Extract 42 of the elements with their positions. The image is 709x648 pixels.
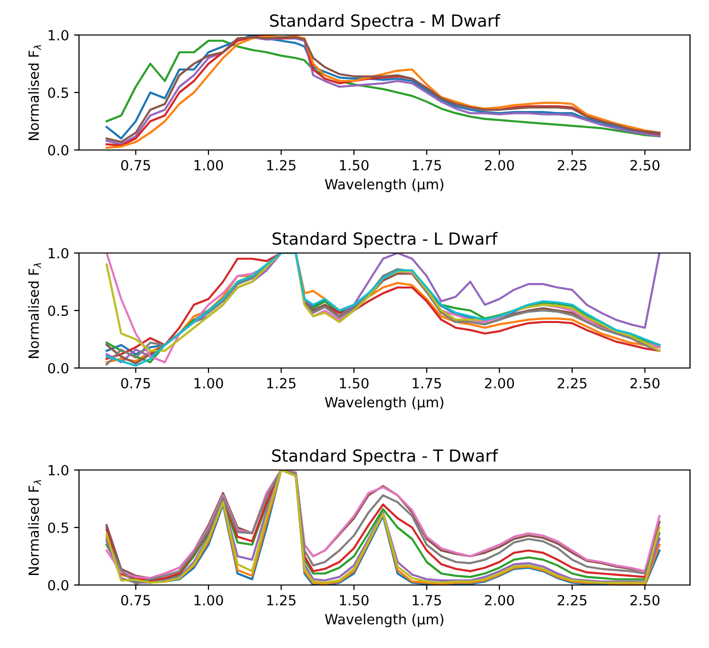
x-axis-title: Wavelength (μm)	[324, 396, 444, 410]
y-tick-label: 1.0	[48, 30, 68, 40]
x-axis-title: Wavelength (μm)	[324, 178, 444, 192]
y-tick-label: 0.5	[48, 305, 68, 316]
x-tick-label: 2.50	[630, 160, 660, 170]
x-tick-label: 1.25	[267, 378, 296, 388]
x-tick-label: 1.00	[194, 594, 224, 606]
x-tick-label: 2.00	[484, 594, 514, 606]
x-tick-label: 1.75	[412, 595, 441, 606]
x-tick-label: 0.75	[121, 160, 150, 170]
chart-title: Standard Spectra - M Dwarf	[270, 14, 500, 30]
chart-title: Standard Spectra - T Dwarf	[272, 449, 498, 466]
chart-title: Standard Spectra - L Dwarf	[272, 232, 498, 248]
x-tick-label: 2.50	[630, 594, 660, 606]
x-tick-label: 1.25	[267, 594, 296, 606]
x-tick-label: 1.50	[340, 378, 368, 388]
y-tick-label: 0.0	[48, 362, 68, 374]
x-tick-label: 2.00	[484, 160, 514, 170]
y-axis-title: Normalised F$_{λ}$	[28, 45, 42, 140]
x-tick-label: 1.50	[340, 594, 368, 606]
x-tick-label: 0.75	[121, 378, 150, 388]
y-tick-label: 1.0	[48, 464, 68, 476]
x-tick-label: 2.00	[484, 378, 514, 388]
x-tick-label: 1.75	[412, 378, 441, 388]
x-tick-label: 2.25	[558, 378, 586, 388]
x-axis-title: Wavelength (μm)	[324, 614, 444, 628]
x-tick-label: 0.75	[121, 594, 150, 606]
x-tick-label: 2.25	[558, 160, 586, 170]
x-tick-label: 2.50	[630, 378, 660, 388]
x-tick-label: 1.00	[194, 378, 224, 388]
y-tick-label: 0.5	[48, 87, 68, 98]
y-axis-title: Normalised F$_{λ}$	[28, 263, 42, 358]
x-tick-label: 2.25	[558, 594, 586, 606]
x-tick-label: 1.50	[340, 160, 368, 170]
y-tick-label: 0.5	[48, 522, 68, 533]
y-tick-label: 0.0	[48, 580, 68, 590]
y-tick-label: 1.0	[48, 248, 68, 258]
y-tick-label: 0.0	[48, 144, 68, 156]
y-axis-title: Normalised F$_{λ}$	[28, 480, 42, 575]
x-tick-label: 1.75	[412, 160, 441, 170]
x-tick-label: 1.00	[194, 160, 224, 170]
x-tick-label: 1.25	[267, 160, 296, 170]
